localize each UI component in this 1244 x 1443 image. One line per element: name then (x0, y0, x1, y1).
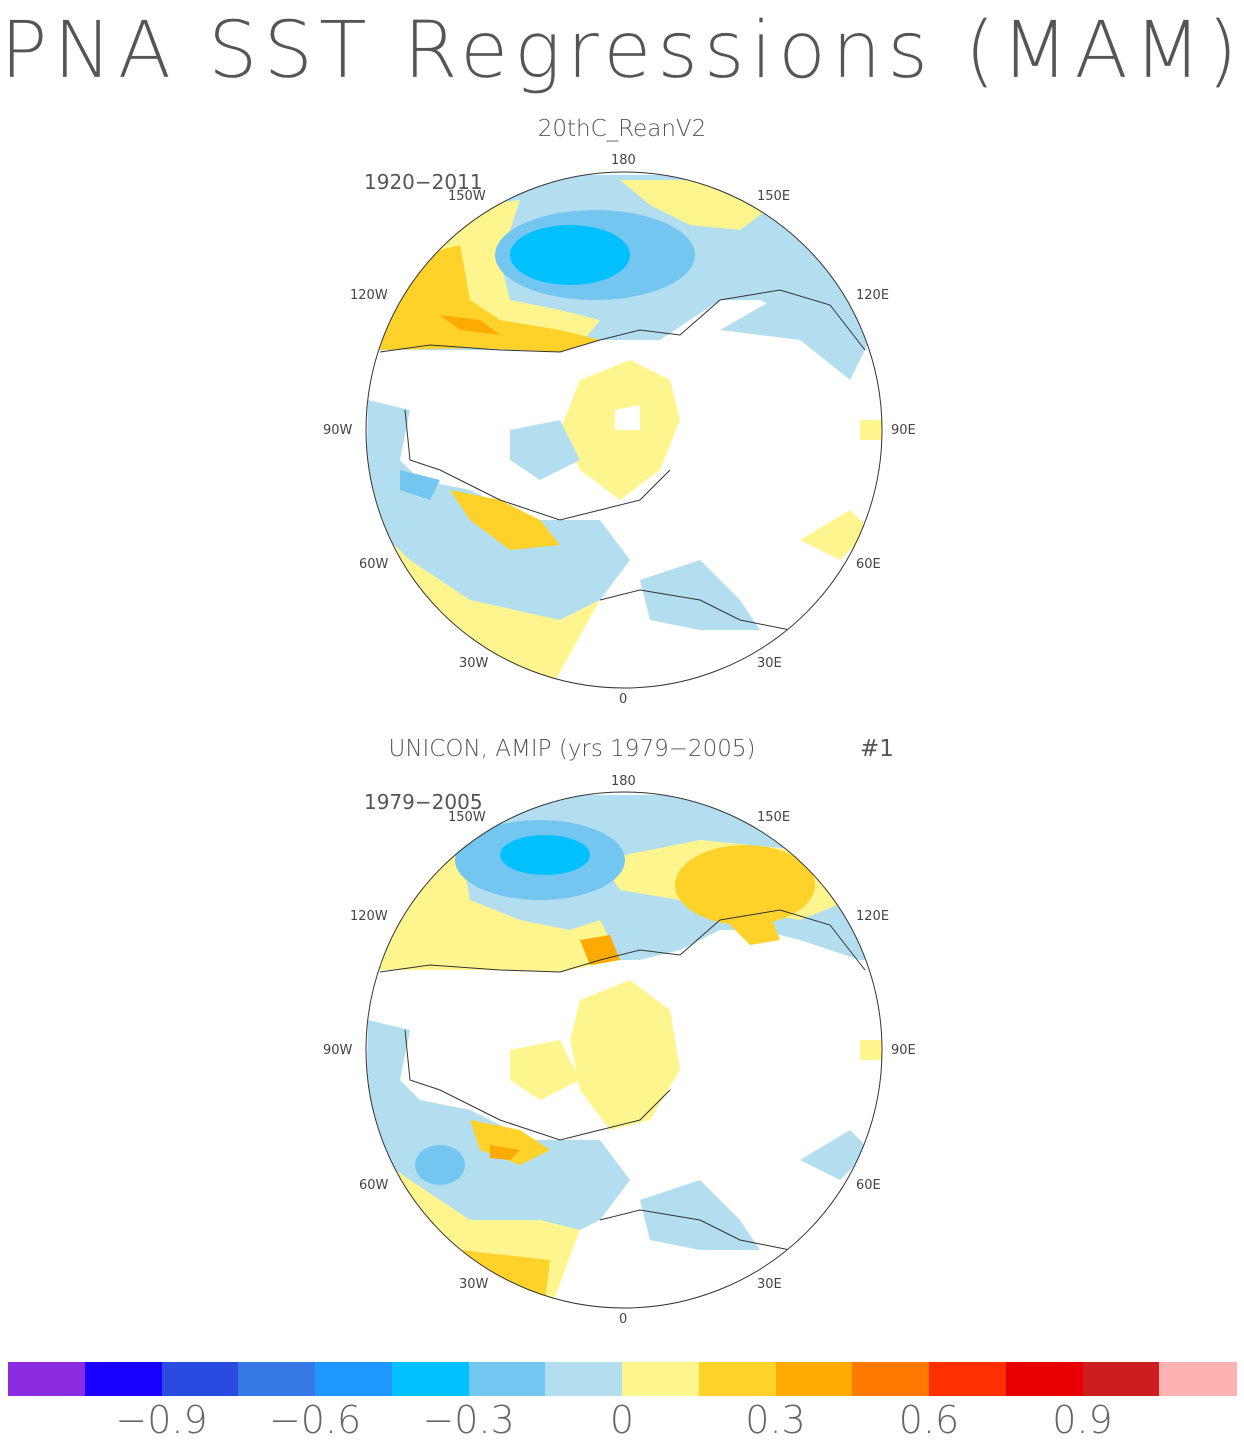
colorbar-swatch (545, 1362, 623, 1396)
lon-label: 120W (350, 909, 388, 924)
colorbar-swatch (238, 1362, 316, 1396)
colorbar-tick-label: −0.9 (115, 1398, 208, 1442)
lon-label: 90W (323, 423, 353, 438)
lon-label: 120W (350, 288, 388, 303)
lon-label: 0 (619, 1312, 628, 1327)
lon-label: 150E (757, 189, 791, 204)
lon-label: 60W (359, 1178, 389, 1193)
lon-label: 30W (459, 656, 489, 671)
colorbar-swatch (775, 1362, 853, 1396)
panel-2-tag: #1 (860, 736, 894, 762)
colorbar-swatch (929, 1362, 1007, 1396)
main-title: PNA SST Regressions (MAM) (0, 6, 1244, 96)
colorbar-swatch (698, 1362, 776, 1396)
colorbar-tick-label: 0.6 (898, 1398, 960, 1442)
lon-label: 180 (611, 153, 636, 168)
lon-label: 90W (323, 1043, 353, 1058)
colorbar-swatch (852, 1362, 930, 1396)
colorbar-swatch (1082, 1362, 1160, 1396)
colorbar-swatch (315, 1362, 393, 1396)
lon-label: 0 (619, 692, 628, 707)
colorbar-swatch (391, 1362, 469, 1396)
lon-label: 120E (856, 909, 890, 924)
lon-label: 30W (459, 1277, 489, 1292)
map-panel-2 (366, 792, 882, 1308)
panel-2-years: 1979−2005 (364, 790, 483, 814)
lon-label: 60W (359, 557, 389, 572)
lon-label: 60E (856, 1178, 881, 1193)
lon-label: 150E (757, 810, 791, 825)
colorbar-swatch (84, 1362, 162, 1396)
map-border (365, 791, 883, 1309)
colorbar-swatch (1159, 1362, 1237, 1396)
colorbar-tick-label: −0.3 (422, 1398, 515, 1442)
colorbar-tick-label: 0 (609, 1398, 635, 1442)
panel-1-title: 20thC_ReanV2 (537, 116, 707, 142)
colorbar-tick-label: 0.3 (745, 1398, 806, 1442)
colorbar-tick-label: 0.9 (1052, 1398, 1113, 1442)
panel-1-years: 1920−2011 (364, 170, 483, 194)
colorbar-swatch (161, 1362, 239, 1396)
lon-label: 90E (891, 423, 916, 438)
lon-label: 150W (448, 189, 486, 204)
lon-label: 30E (757, 1277, 782, 1292)
lon-label: 90E (891, 1043, 916, 1058)
map-border (365, 171, 883, 689)
colorbar-swatch (468, 1362, 546, 1396)
lon-label: 150W (448, 810, 486, 825)
colorbar-swatch (1005, 1362, 1083, 1396)
lon-label: 60E (856, 557, 881, 572)
colorbar-swatch (8, 1362, 86, 1396)
lon-label: 120E (856, 288, 890, 303)
colorbar-swatch (622, 1362, 700, 1396)
colorbar-tick-label: −0.6 (268, 1398, 362, 1442)
lon-label: 30E (757, 656, 782, 671)
map-panel-1 (366, 172, 882, 688)
panel-2-title: UNICON, AMIP (yrs 1979−2005) (388, 736, 756, 762)
lon-label: 180 (611, 774, 636, 789)
